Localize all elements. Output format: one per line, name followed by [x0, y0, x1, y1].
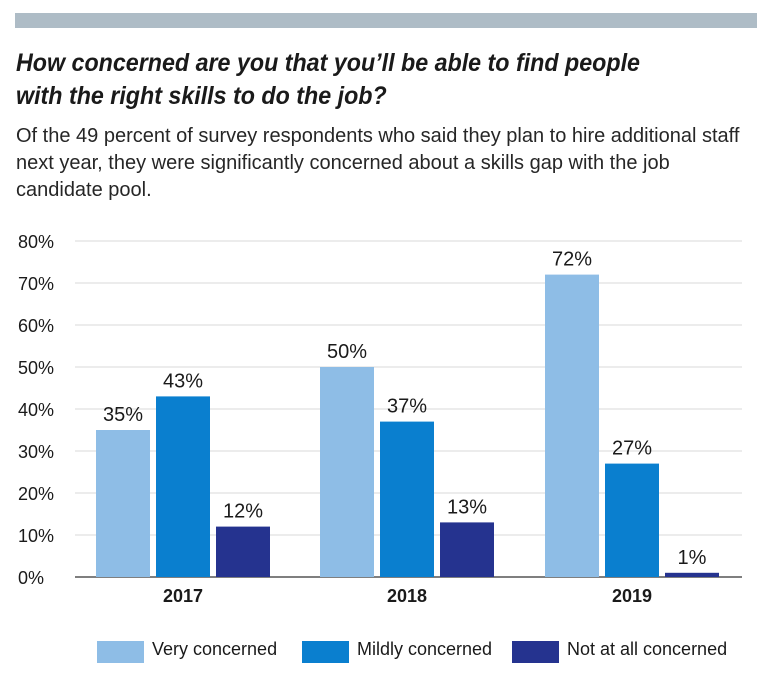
- chart-legend: Very concerned Mildly concerned Not at a…: [0, 636, 770, 666]
- y-tick-label: 70%: [18, 274, 54, 294]
- x-category-label: 2019: [612, 586, 652, 606]
- y-tick-label: 50%: [18, 358, 54, 378]
- bar-chart: 0% 10% 20% 30% 40% 50% 60% 70% 80% 35% 43% 12% 2017 5…: [18, 232, 742, 606]
- legend-swatch: [302, 641, 349, 663]
- data-label: 35%: [103, 404, 143, 426]
- legend-swatch: [97, 641, 144, 663]
- data-label: 37%: [387, 396, 427, 418]
- x-category-label: 2017: [163, 586, 203, 606]
- x-category-label: 2018: [387, 586, 427, 606]
- bar: [665, 572, 719, 577]
- bar: [380, 421, 434, 577]
- data-label: 12%: [223, 501, 263, 523]
- bar: [216, 526, 270, 577]
- chart-subtitle: Of the 49 percent of survey respondents …: [16, 125, 740, 201]
- y-tick-label: 0%: [18, 568, 44, 588]
- data-label: 50%: [327, 341, 367, 363]
- bar: [156, 396, 210, 577]
- y-tick-label: 30%: [18, 442, 54, 462]
- bar: [320, 367, 374, 577]
- chart-title: How concerned are you that you’ll be abl…: [16, 49, 640, 110]
- bar: [440, 522, 494, 577]
- bar: [96, 430, 150, 577]
- bar: [545, 274, 599, 577]
- y-tick-label: 40%: [18, 400, 54, 420]
- data-label: 27%: [612, 438, 652, 460]
- bar: [605, 463, 659, 577]
- data-label: 72%: [552, 249, 592, 271]
- legend-label: Mildly concerned: [357, 639, 493, 659]
- data-label: 1%: [678, 547, 707, 569]
- y-tick-label: 60%: [18, 316, 54, 336]
- legend-label: Very concerned: [152, 639, 278, 659]
- data-label: 13%: [447, 496, 487, 518]
- legend-swatch: [512, 641, 559, 663]
- y-tick-label: 80%: [18, 232, 54, 252]
- top-banner-bar: [15, 13, 757, 28]
- legend-label: Not at all concerned: [567, 639, 728, 659]
- y-tick-label: 20%: [18, 484, 54, 504]
- y-tick-label: 10%: [18, 526, 54, 546]
- data-label: 43%: [163, 370, 203, 392]
